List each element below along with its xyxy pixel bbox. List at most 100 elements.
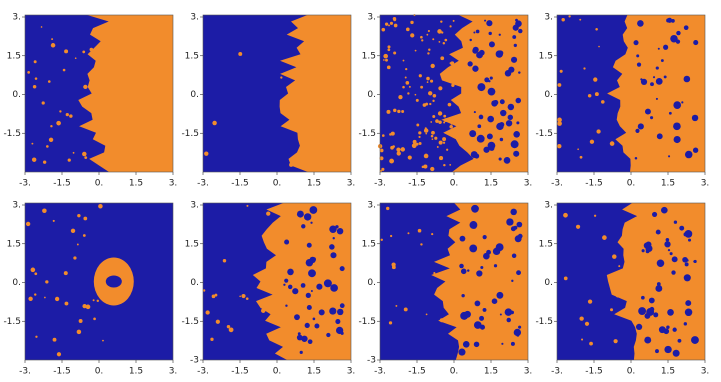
y-tick-label: 1.5 <box>7 239 21 249</box>
basin-hole <box>672 349 680 357</box>
basin-dot <box>418 142 422 146</box>
x-tick-label: 3. <box>347 367 356 377</box>
basin-dot <box>421 165 425 169</box>
basin-dot <box>27 71 31 74</box>
basin-dot <box>443 121 446 124</box>
basin-hole <box>459 263 464 269</box>
basin-region <box>606 203 705 360</box>
basin-hole <box>669 252 673 256</box>
basin-dot <box>396 147 401 152</box>
x-tick-label: -1.5 <box>53 367 71 377</box>
x-tick-label: -3. <box>19 179 31 189</box>
basin-dot <box>45 280 49 284</box>
basin-hole <box>495 243 504 252</box>
basin-dot <box>32 85 37 89</box>
basin-dot <box>425 313 428 316</box>
basin-hole <box>499 121 505 128</box>
basin-region <box>439 15 528 172</box>
basin-hole <box>488 31 492 36</box>
x-tick-label: 0. <box>95 367 104 377</box>
basin-hole <box>655 77 663 85</box>
basin-dot <box>407 155 412 160</box>
basin-hole <box>660 59 664 62</box>
basin-dot <box>47 80 51 83</box>
basin-hole <box>489 76 493 80</box>
basin-hole <box>469 221 478 229</box>
basin-hole <box>477 124 482 129</box>
basin-hole <box>473 321 482 329</box>
basin-dot <box>442 141 446 144</box>
y-tick-label: 3. <box>544 201 553 211</box>
basin-hole <box>637 20 644 27</box>
basin-hole <box>330 252 337 259</box>
x-tick-label: 1.5 <box>307 179 321 189</box>
y-tick-label: 0. <box>190 278 199 288</box>
basin-hole <box>681 101 684 104</box>
basin-dot <box>246 204 249 207</box>
y-tick-label: 3. <box>190 13 199 23</box>
basin-hole <box>684 150 693 159</box>
basin-hole <box>656 259 665 268</box>
y-tick-label: 1.5 <box>185 239 199 249</box>
x-tick-label: 3. <box>524 179 533 189</box>
basin-region <box>607 15 705 172</box>
basin-dot <box>449 124 453 129</box>
basin-hole <box>693 40 699 46</box>
basin-dot <box>228 327 234 333</box>
basin-dot <box>62 68 66 72</box>
basin-dot <box>25 221 31 227</box>
basin-dot <box>85 304 91 310</box>
basin-hole <box>489 145 495 151</box>
basin-dot <box>598 45 600 48</box>
basin-dot <box>563 276 568 281</box>
basin-dot <box>379 156 384 161</box>
basin-hole <box>655 349 659 354</box>
basin-hole <box>507 103 515 111</box>
y-tick-label: 0. <box>367 278 376 288</box>
basin-hole <box>656 133 663 140</box>
x-tick-label: -1.5 <box>53 179 71 189</box>
panel: -3. -1.5 0. 1.5 3. 3. 1.5 0. -1.5 <box>3 13 177 189</box>
basin-hole <box>644 313 651 319</box>
basin-hole <box>670 34 678 43</box>
basin-hole <box>655 66 659 70</box>
x-tick-label: 0. <box>95 179 104 189</box>
y-tick-label: 1.5 <box>7 51 21 61</box>
y-tick-label: -1.5 <box>3 317 21 327</box>
basin-hole <box>682 256 688 263</box>
basin-dot <box>428 48 431 52</box>
basin-dot <box>222 259 227 263</box>
basin-dot <box>411 143 417 149</box>
basin-dot <box>441 31 444 34</box>
basin-hole <box>473 341 480 348</box>
basin-dot <box>56 352 62 357</box>
basin-hole <box>501 342 504 345</box>
x-tick-label: 1.5 <box>129 367 143 377</box>
basin-dot <box>52 337 57 342</box>
basin-dot <box>389 21 394 25</box>
basin-hole <box>512 35 517 39</box>
basin-dot <box>557 117 562 123</box>
basin-hole <box>314 323 320 329</box>
basin-hole <box>482 235 487 240</box>
y-tick-label: 0. <box>12 90 21 100</box>
basin-hole <box>633 40 639 46</box>
basin-hole <box>283 283 286 286</box>
basin-hole <box>663 75 667 79</box>
basin-dot <box>610 308 614 312</box>
y-tick-label: 3. <box>544 13 553 23</box>
basin-dot <box>416 123 420 127</box>
basin-dot <box>593 77 598 82</box>
basin-hole <box>325 280 329 283</box>
basin-hole <box>491 298 498 305</box>
basin-hole <box>486 133 493 140</box>
basin-dot <box>615 293 621 298</box>
basin-hole <box>475 29 480 34</box>
basin-dot <box>405 81 410 85</box>
basin-dot <box>77 213 81 218</box>
basin-dot <box>594 92 599 97</box>
basin-hole <box>636 54 640 58</box>
basin-dot <box>202 289 206 292</box>
basin-dot <box>425 102 429 106</box>
basin-dot <box>402 59 405 62</box>
